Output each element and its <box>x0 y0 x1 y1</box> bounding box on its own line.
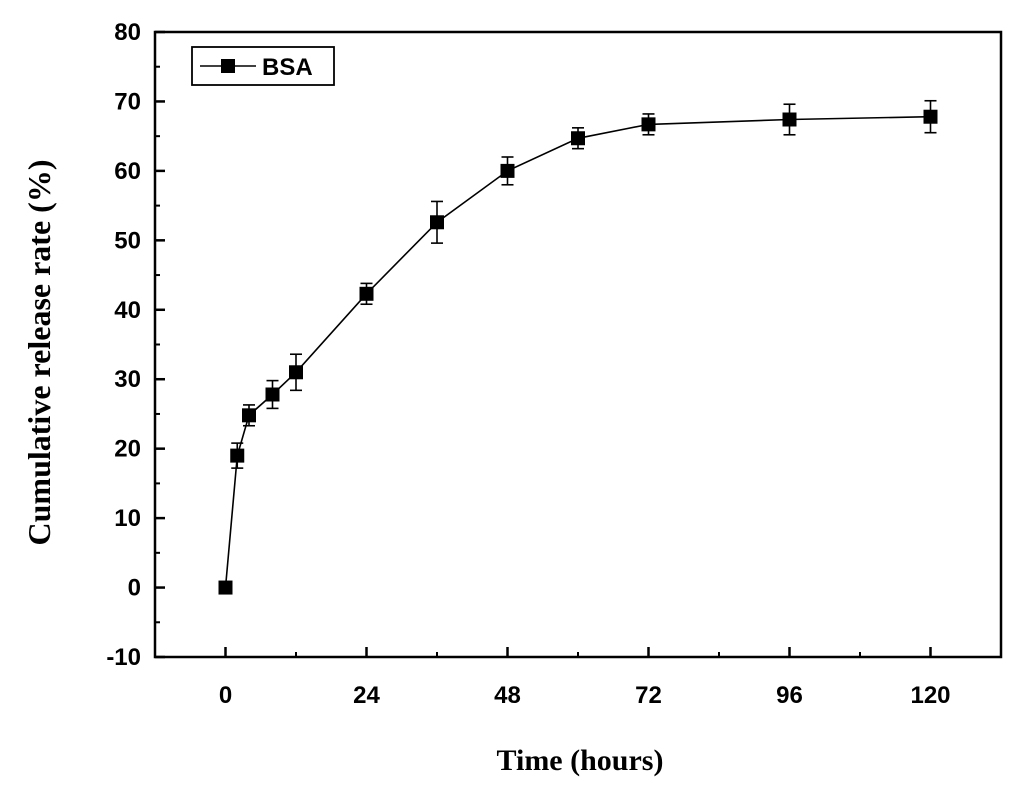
y-tick-label: 80 <box>114 19 141 46</box>
x-axis-title: Time (hours) <box>497 744 664 777</box>
legend: BSA <box>191 46 335 86</box>
y-tick-label: 20 <box>114 436 141 463</box>
y-axis-ticks: -10 0 10 20 30 40 50 60 70 80 <box>106 19 165 671</box>
y-tick-label: 60 <box>114 158 141 185</box>
data-point <box>218 580 233 595</box>
y-tick-label: 40 <box>114 297 141 324</box>
plot-area <box>153 30 1003 659</box>
x-tick-label: 48 <box>494 682 521 709</box>
data-point <box>230 448 245 463</box>
legend-label: BSA <box>262 54 313 81</box>
y-axis-title: Cumulative release rate (%) <box>21 160 57 546</box>
data-point <box>923 109 938 124</box>
legend-marker <box>221 59 235 73</box>
y-tick-label: 10 <box>114 505 141 532</box>
x-tick-label: 0 <box>219 682 232 709</box>
series-line <box>224 115 931 588</box>
y-tick-label: -10 <box>106 644 141 671</box>
x-tick-label: 120 <box>910 682 950 709</box>
data-point <box>265 387 280 402</box>
x-tick-label: 72 <box>635 682 662 709</box>
y-tick-label: 50 <box>114 227 141 254</box>
data-point <box>782 112 797 127</box>
data-point <box>430 215 444 230</box>
y-tick-label: 0 <box>128 575 141 602</box>
plot-frame <box>153 30 1003 659</box>
data-point <box>242 408 256 423</box>
y-tick-label: 30 <box>114 366 141 393</box>
data-point <box>289 365 303 380</box>
y-tick-label: 70 <box>114 88 141 115</box>
x-tick-label: 96 <box>776 682 803 709</box>
data-point <box>500 163 515 178</box>
data-point <box>359 286 374 301</box>
x-tick-label: 24 <box>353 682 380 709</box>
x-axis-ticks: 0 24 48 72 96 120 <box>219 647 951 709</box>
data-point <box>641 117 656 132</box>
series-layer <box>218 99 938 595</box>
data-point <box>571 131 585 146</box>
